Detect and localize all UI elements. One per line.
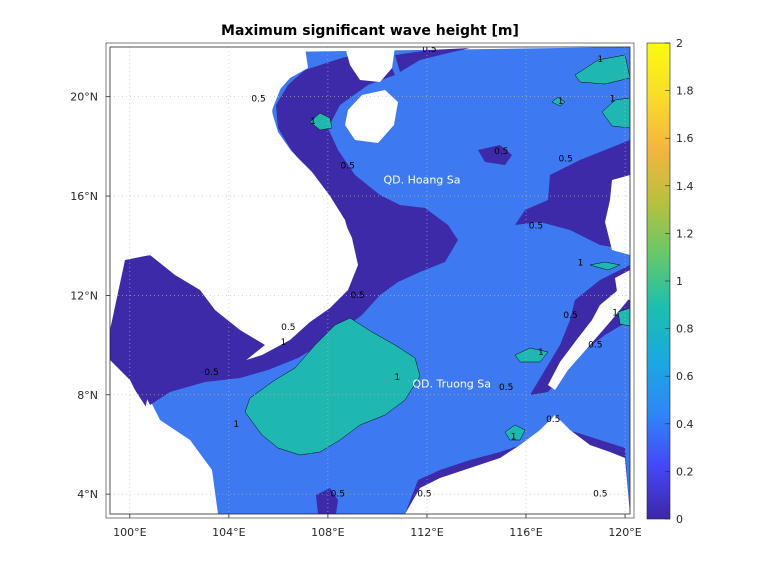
- contour-label: 0.5: [593, 490, 607, 500]
- land-mindoro: [615, 270, 630, 300]
- land-indochina: [110, 47, 352, 343]
- wave-peak-gulf-tonkin: [309, 112, 333, 131]
- contour-label: 0.5: [281, 323, 295, 333]
- colorbar-tick-label: 1.8: [676, 85, 694, 98]
- sea-region-low-luzon: [515, 140, 630, 250]
- colorbar-tick-label: 0.2: [676, 465, 694, 478]
- colorbar-tick-label: 1.4: [676, 180, 694, 193]
- y-tick-label: 16°N: [70, 190, 98, 203]
- colorbar-tick-label: 0.6: [676, 370, 694, 383]
- contour-label: 0.5: [529, 221, 543, 231]
- contour-label: 1: [233, 420, 239, 430]
- contour-label: 1: [578, 259, 584, 269]
- x-tick-label: 112°E: [410, 526, 443, 539]
- land-china-coast: [345, 47, 395, 82]
- y-tick-label: 12°N: [70, 289, 98, 302]
- contour-label: 1: [310, 117, 316, 127]
- land-palawan: [548, 290, 628, 390]
- land-luzon: [605, 175, 630, 255]
- contour-label: 0.5: [499, 383, 513, 393]
- contour-label: 1: [538, 348, 544, 358]
- region-annotation: QD. Truong Sa: [412, 377, 491, 390]
- chart-title: Maximum significant wave height [m]: [221, 23, 519, 39]
- contour-label: 1: [394, 373, 400, 383]
- colorbar-tick-label: 1: [676, 275, 683, 288]
- contour-label: 0.5: [563, 311, 577, 321]
- sea-region-low-northeast: [395, 48, 470, 72]
- x-tick-label: 108°E: [311, 526, 344, 539]
- region-annotation: QD. Hoang Sa: [383, 174, 460, 187]
- x-axis: 100°E 104°E 108°E 112°E 116°E 120°E: [113, 514, 642, 539]
- x-tick-label: 120°E: [608, 526, 641, 539]
- sea-region-low-hainan-south: [478, 145, 512, 165]
- contour-label: 0.5: [350, 291, 364, 301]
- wave-peak-mindoro: [617, 307, 630, 327]
- contour-label: 1: [280, 338, 286, 348]
- contour-label: 1: [511, 432, 517, 442]
- contour-label: 0.5: [558, 154, 572, 164]
- contour-label: 0.5: [494, 147, 508, 157]
- wave-peak-small-north: [551, 96, 566, 107]
- x-tick-label: 116°E: [509, 526, 542, 539]
- map-plot-area: 0.5 1 0.5 1 1 1 0.5 0.5 0.5 0.5 1 0.5 0.5 1 0.5 1 0.5 0.5…: [110, 45, 630, 514]
- colorbar-tick-label: 1.2: [676, 227, 694, 240]
- land-hainan: [345, 90, 398, 143]
- map-border-outer: [105, 42, 635, 519]
- x-tick-label: 100°E: [113, 526, 146, 539]
- plot-frame: [109, 46, 631, 515]
- y-tick-label: 8°N: [77, 389, 98, 402]
- y-tick-label: 20°N: [70, 91, 98, 104]
- wave-peak-luzon-west: [589, 261, 621, 271]
- contour-label: 1: [558, 97, 564, 107]
- contour-label: 0.5: [588, 341, 602, 351]
- y-axis: 4°N 8°N 12°N 16°N 20°N: [70, 91, 110, 501]
- wave-peak-north-east: [574, 54, 630, 85]
- contour-label: 1: [597, 55, 603, 65]
- y-tick-label: 4°N: [77, 488, 98, 501]
- contour-label: 0.5: [251, 95, 265, 105]
- wave-peak-spratly-east: [514, 347, 549, 363]
- sea-region-low-palawan: [530, 265, 630, 395]
- contour-label: 0.5: [331, 490, 345, 500]
- wave-peak-south-vietnam: [244, 317, 421, 456]
- sea-region-low-south: [316, 488, 338, 514]
- contour-label: 1: [612, 308, 618, 318]
- x-tick-label: 104°E: [212, 526, 245, 539]
- contour-label: 1: [610, 95, 616, 105]
- colorbar-tick-label: 0: [676, 513, 683, 526]
- sea-region-low-coast: [145, 52, 458, 405]
- colorbar-ticks: 0 0.2 0.4 0.6 0.8 1 1.2 1.4 1.6 1.8 2: [665, 37, 694, 526]
- contour-label: 0.5: [546, 415, 560, 425]
- colorbar-tick-label: 0.8: [676, 323, 694, 336]
- land-borneo: [405, 415, 630, 514]
- contour-label: 0.5: [417, 490, 431, 500]
- contour-labels: 0.5 1 0.5 1 1 1 0.5 0.5 0.5 0.5 1 0.5 0.5 1 0.5 1 0.5 0.5…: [204, 45, 618, 500]
- land-malay-peninsula: [110, 360, 215, 514]
- colorbar-tick-label: 2: [676, 37, 683, 50]
- contour-label: 0.5: [204, 368, 218, 378]
- sea-region-gulf-of-thailand: [110, 255, 265, 410]
- grid-lines: [110, 47, 630, 514]
- wave-peak-borneo-north: [504, 424, 526, 441]
- contour-label: 0.5: [422, 45, 436, 55]
- wave-peak-luzon-strait: [601, 97, 630, 129]
- contour-label: 0.5: [341, 162, 355, 172]
- colorbar-tick-label: 1.6: [676, 132, 694, 145]
- colorbar-tick-label: 0.4: [676, 418, 694, 431]
- annotations: QD. Hoang Sa QD. Truong Sa: [383, 174, 491, 391]
